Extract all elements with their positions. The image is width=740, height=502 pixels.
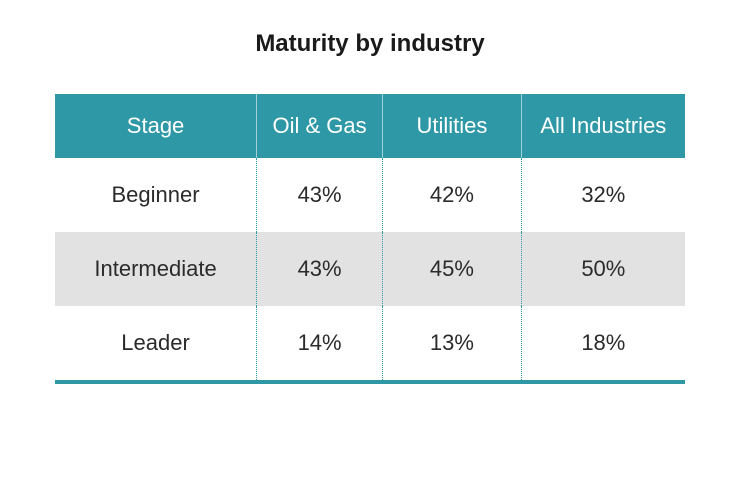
col-header-utilities: Utilities xyxy=(383,94,522,158)
col-header-oil-gas: Oil & Gas xyxy=(257,94,383,158)
table-bottom-rule xyxy=(55,380,685,384)
maturity-table-container: Maturity by industry Stage Oil & Gas Uti… xyxy=(0,0,740,424)
cell-value: 32% xyxy=(521,158,685,232)
table-row: Beginner 43% 42% 32% xyxy=(55,158,685,232)
cell-value: 18% xyxy=(521,306,685,380)
table-header-row: Stage Oil & Gas Utilities All Industries xyxy=(55,94,685,158)
col-header-stage: Stage xyxy=(55,94,257,158)
table-row: Intermediate 43% 45% 50% xyxy=(55,232,685,306)
col-header-all-industries: All Industries xyxy=(521,94,685,158)
cell-stage: Leader xyxy=(55,306,257,380)
cell-value: 13% xyxy=(383,306,522,380)
cell-value: 42% xyxy=(383,158,522,232)
table-title: Maturity by industry xyxy=(55,30,685,58)
cell-value: 50% xyxy=(521,232,685,306)
maturity-table: Stage Oil & Gas Utilities All Industries… xyxy=(55,94,685,380)
cell-stage: Intermediate xyxy=(55,232,257,306)
table-row: Leader 14% 13% 18% xyxy=(55,306,685,380)
cell-value: 14% xyxy=(257,306,383,380)
cell-value: 45% xyxy=(383,232,522,306)
cell-stage: Beginner xyxy=(55,158,257,232)
cell-value: 43% xyxy=(257,232,383,306)
cell-value: 43% xyxy=(257,158,383,232)
